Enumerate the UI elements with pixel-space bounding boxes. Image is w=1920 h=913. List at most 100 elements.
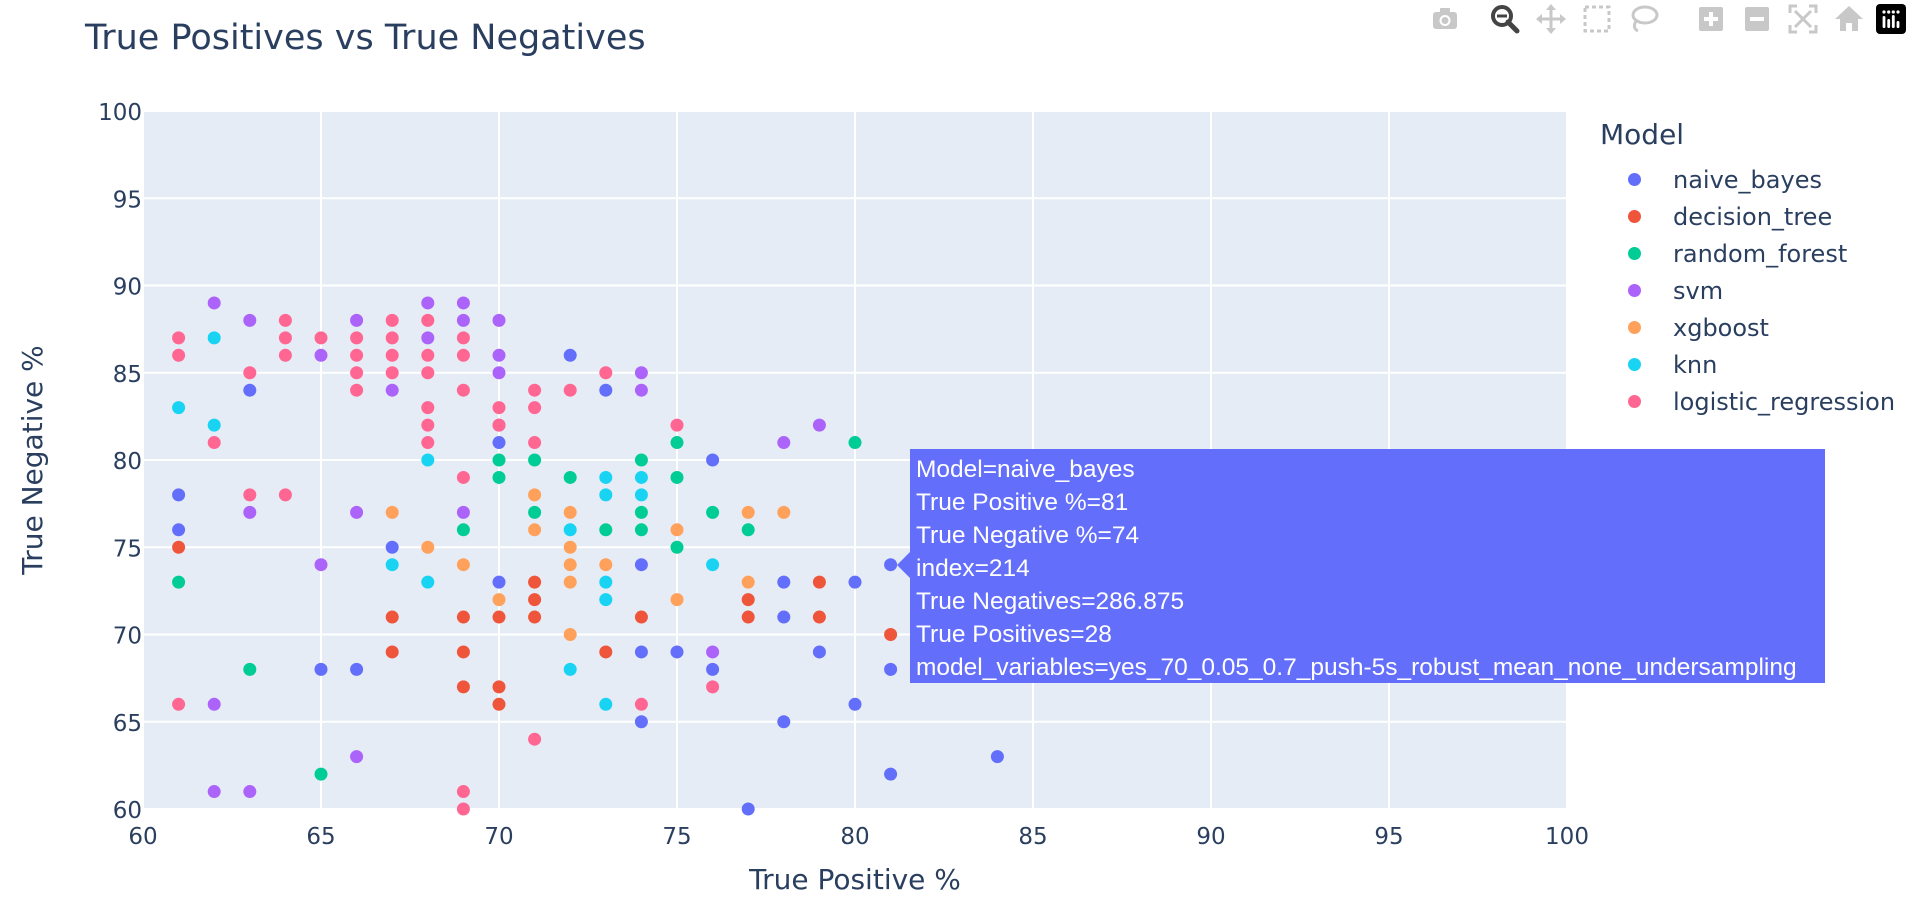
data-point[interactable]	[563, 628, 577, 641]
data-point[interactable]	[456, 383, 470, 397]
data-point[interactable]	[634, 715, 648, 729]
data-point[interactable]	[741, 593, 755, 607]
data-point[interactable]	[172, 348, 186, 362]
data-point[interactable]	[456, 610, 470, 624]
data-point[interactable]	[599, 383, 613, 397]
data-point[interactable]	[599, 366, 613, 380]
data-point[interactable]	[634, 453, 648, 467]
data-point[interactable]	[812, 575, 826, 589]
data-point[interactable]	[599, 470, 613, 484]
data-point[interactable]	[456, 802, 470, 816]
data-point[interactable]	[385, 366, 399, 380]
data-point[interactable]	[884, 662, 898, 676]
data-point[interactable]	[528, 523, 542, 537]
data-point[interactable]	[706, 505, 720, 519]
data-point[interactable]	[456, 296, 470, 310]
data-point[interactable]	[670, 470, 684, 484]
data-point[interactable]	[385, 348, 399, 362]
autoscale-icon[interactable]	[1786, 2, 1820, 36]
data-point[interactable]	[706, 558, 720, 572]
data-point[interactable]	[777, 436, 791, 450]
legend-item-naive-bayes[interactable]: naive_bayes	[1600, 161, 1895, 198]
data-point[interactable]	[243, 383, 257, 397]
series-decision-tree[interactable]	[172, 540, 898, 711]
zoom-out-icon[interactable]	[1740, 2, 1774, 36]
data-point[interactable]	[421, 401, 435, 415]
data-point[interactable]	[528, 732, 542, 746]
zoom-icon[interactable]	[1488, 2, 1522, 36]
data-point[interactable]	[492, 418, 506, 432]
data-point[interactable]	[456, 313, 470, 327]
series-svm[interactable]	[207, 296, 826, 799]
data-point[interactable]	[884, 558, 898, 572]
data-point[interactable]	[706, 453, 720, 467]
data-point[interactable]	[670, 523, 684, 537]
data-point[interactable]	[528, 401, 542, 415]
data-point[interactable]	[492, 470, 506, 484]
data-point[interactable]	[492, 313, 506, 327]
plotly-logo-icon[interactable]	[1874, 2, 1908, 36]
data-point[interactable]	[492, 697, 506, 711]
data-point[interactable]	[777, 715, 791, 729]
data-point[interactable]	[563, 575, 577, 589]
data-point[interactable]	[706, 645, 720, 659]
data-point[interactable]	[314, 662, 328, 676]
data-point[interactable]	[456, 680, 470, 694]
scatter-points[interactable]	[172, 296, 1004, 816]
pan-icon[interactable]	[1534, 2, 1568, 36]
data-point[interactable]	[243, 785, 257, 799]
legend-item-knn[interactable]: knn	[1600, 346, 1895, 383]
data-point[interactable]	[492, 366, 506, 380]
data-point[interactable]	[741, 505, 755, 519]
series-xgboost[interactable]	[385, 488, 791, 641]
data-point[interactable]	[278, 313, 292, 327]
data-point[interactable]	[528, 453, 542, 467]
data-point[interactable]	[492, 348, 506, 362]
zoom-in-icon[interactable]	[1694, 2, 1728, 36]
data-point[interactable]	[599, 697, 613, 711]
data-point[interactable]	[492, 453, 506, 467]
legend-item-decision-tree[interactable]: decision_tree	[1600, 198, 1895, 235]
data-point[interactable]	[492, 436, 506, 450]
data-point[interactable]	[421, 540, 435, 554]
data-point[interactable]	[634, 523, 648, 537]
data-point[interactable]	[528, 575, 542, 589]
data-point[interactable]	[456, 558, 470, 572]
data-point[interactable]	[563, 523, 577, 537]
data-point[interactable]	[172, 540, 186, 554]
data-point[interactable]	[456, 331, 470, 345]
data-point[interactable]	[314, 767, 328, 781]
data-point[interactable]	[456, 505, 470, 519]
data-point[interactable]	[777, 505, 791, 519]
data-point[interactable]	[492, 575, 506, 589]
series-knn[interactable]	[172, 331, 720, 711]
data-point[interactable]	[421, 313, 435, 327]
data-point[interactable]	[990, 750, 1004, 764]
data-point[interactable]	[741, 802, 755, 816]
legend-item-random-forest[interactable]: random_forest	[1600, 235, 1895, 272]
data-point[interactable]	[385, 313, 399, 327]
data-point[interactable]	[421, 331, 435, 345]
data-point[interactable]	[812, 610, 826, 624]
data-point[interactable]	[528, 610, 542, 624]
data-point[interactable]	[848, 575, 862, 589]
data-point[interactable]	[314, 331, 328, 345]
legend-item-xgboost[interactable]: xgboost	[1600, 309, 1895, 346]
data-point[interactable]	[528, 505, 542, 519]
data-point[interactable]	[350, 331, 364, 345]
data-point[interactable]	[599, 488, 613, 502]
data-point[interactable]	[563, 348, 577, 362]
data-point[interactable]	[456, 645, 470, 659]
data-point[interactable]	[207, 697, 221, 711]
data-point[interactable]	[172, 697, 186, 711]
data-point[interactable]	[385, 645, 399, 659]
data-point[interactable]	[278, 348, 292, 362]
data-point[interactable]	[207, 296, 221, 310]
data-point[interactable]	[812, 645, 826, 659]
data-point[interactable]	[634, 470, 648, 484]
data-point[interactable]	[243, 366, 257, 380]
data-point[interactable]	[599, 645, 613, 659]
legend-item-logistic-regression[interactable]: logistic_regression	[1600, 383, 1895, 420]
data-point[interactable]	[350, 366, 364, 380]
data-point[interactable]	[278, 488, 292, 502]
